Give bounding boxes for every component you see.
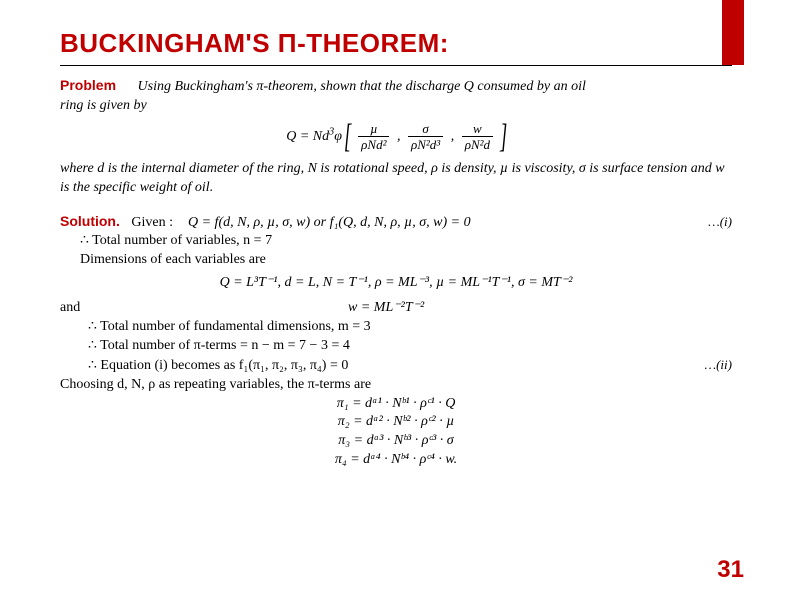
w-dim: w = ML⁻²T⁻² xyxy=(80,299,692,318)
and-row: and w = ML⁻²T⁻² xyxy=(60,299,732,318)
bracket-right: ] xyxy=(499,120,506,154)
problem-lead: Using Buckingham's π-theorem, shown that… xyxy=(138,79,586,94)
frac-1: µρNd² xyxy=(358,122,389,151)
content: Problem Using Buckingham's π-theorem, sh… xyxy=(60,76,732,470)
frac1-num: µ xyxy=(358,122,389,137)
choose-line: Choosing d, N, ρ as repeating variables,… xyxy=(60,376,732,395)
problem-description: where d is the internal diameter of the … xyxy=(60,160,732,198)
pi-count-line: ∴ Total number of π-terms = n − m = 7 − … xyxy=(88,337,732,356)
eq-tag-i: …(i) xyxy=(708,213,732,231)
frac3-den: ρN²d xyxy=(462,137,493,151)
and-label: and xyxy=(60,299,80,318)
dims-eq: Q = L³T⁻¹, d = L, N = T⁻¹, ρ = ML⁻³, µ =… xyxy=(60,274,732,293)
frac1-den: ρNd² xyxy=(358,137,389,151)
frac-2: σρN²d³ xyxy=(408,122,443,151)
pi3: π₃ = dᵃ³ · Nᵇ³ · ρᶜ³ · σ xyxy=(60,432,732,451)
pi1: π₁ = dᵃ¹ · Nᵇ¹ · ρᶜ¹ · Q xyxy=(60,395,732,414)
n-line: ∴ Total number of variables, n = 7 xyxy=(80,232,732,251)
given-eq: Q = f(d, N, ρ, µ, σ, w) or f₁(Q, d, N, ρ… xyxy=(188,215,471,230)
eq-phi: φ xyxy=(334,129,342,144)
slide: BUCKINGHAM'S Π-THEOREM: Problem Using Bu… xyxy=(0,0,792,612)
eq-tag-ii: …(ii) xyxy=(705,356,732,374)
frac3-num: w xyxy=(462,122,493,137)
pi2: π₂ = dᵃ² · Nᵇ² · ρᶜ² · µ xyxy=(60,413,732,432)
title-container: BUCKINGHAM'S Π-THEOREM: xyxy=(60,28,732,66)
frac2-den: ρN²d³ xyxy=(408,137,443,151)
problem-line2: ring is given by xyxy=(60,97,732,116)
pi4: π₄ = dᵃ⁴ · Nᵇ⁴ · ρᶜ⁴ · w. xyxy=(60,451,732,470)
pi-terms: π₁ = dᵃ¹ · Nᵇ¹ · ρᶜ¹ · Q π₂ = dᵃ² · Nᵇ² … xyxy=(60,395,732,471)
eq-ii-row: ∴ Equation (i) becomes as f₁(π₁, π₂, π₃,… xyxy=(60,356,732,376)
page-number: 31 xyxy=(717,556,744,584)
m-line: ∴ Total number of fundamental dimensions… xyxy=(88,318,732,337)
page-title: BUCKINGHAM'S Π-THEOREM: xyxy=(60,28,732,59)
solution-label: Solution. xyxy=(60,213,120,229)
accent-bar xyxy=(722,0,744,65)
bracket-left: [ xyxy=(344,120,351,154)
problem-block: Problem Using Buckingham's π-theorem, sh… xyxy=(60,76,732,116)
solution-given-row: Solution. Given : Q = f(d, N, ρ, µ, σ, w… xyxy=(60,212,732,233)
main-equation: Q = Nd3φ [ µρNd² , σρN²d³ , wρN²d ] xyxy=(60,120,732,154)
dims-label: Dimensions of each variables are xyxy=(80,251,732,270)
eq-ii: ∴ Equation (i) becomes as f₁(π₁, π₂, π₃,… xyxy=(88,357,348,376)
frac-3: wρN²d xyxy=(462,122,493,151)
frac2-num: σ xyxy=(408,122,443,137)
problem-label: Problem xyxy=(60,77,116,93)
given-label: Given : xyxy=(131,215,173,230)
eq-lhs: Q = Nd xyxy=(286,129,329,144)
